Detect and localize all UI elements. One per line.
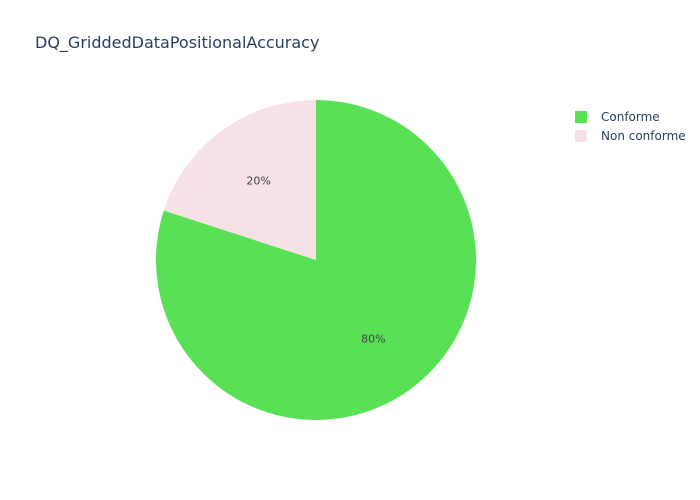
chart-title: DQ_GriddedDataPositionalAccuracy (35, 33, 320, 52)
legend-label-non-conforme: Non conforme (601, 128, 686, 143)
slice-label-non-conforme: 20% (246, 175, 270, 188)
legend-swatch-conforme (575, 110, 587, 123)
legend: Conforme Non conforme (575, 107, 686, 145)
slice-label-conforme: 80% (361, 332, 385, 345)
legend-item-conforme[interactable]: Conforme (575, 107, 686, 126)
legend-label-conforme: Conforme (601, 109, 660, 124)
legend-item-non-conforme[interactable]: Non conforme (575, 126, 686, 145)
legend-swatch-non-conforme (575, 129, 587, 142)
pie-slice-non-conforme[interactable] (163, 100, 316, 260)
